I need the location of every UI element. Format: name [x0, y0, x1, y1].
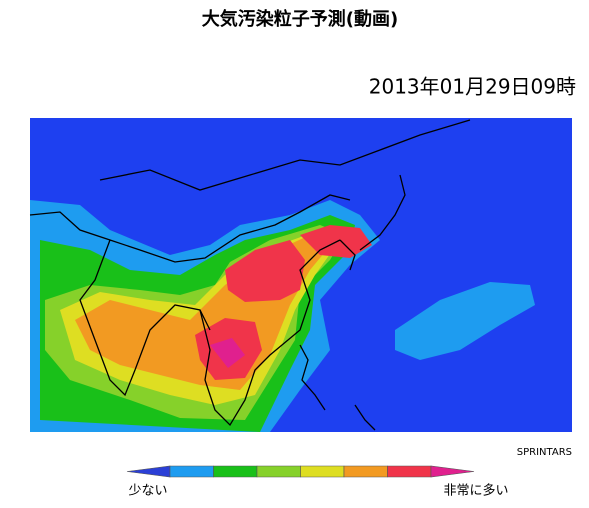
colorbar-segment [300, 465, 345, 478]
legend-high: 非常に多い [443, 483, 508, 499]
map [29, 118, 572, 432]
colorbar [126, 465, 475, 478]
colorbar-segment [256, 465, 301, 478]
legend-low: 少ない [128, 484, 167, 499]
credit: SPRINTARS [517, 447, 572, 458]
colorbar-segment [126, 465, 171, 478]
title: 大気汚染粒子予測(動画) [202, 8, 398, 30]
colorbar-segment [343, 465, 388, 478]
colorbar-segment [430, 465, 475, 478]
colorbar-segment [169, 465, 214, 478]
colorbar-segment [213, 465, 258, 478]
timestamp: 2013年01月29日09時 [369, 75, 576, 99]
colorbar-segment [387, 465, 432, 478]
